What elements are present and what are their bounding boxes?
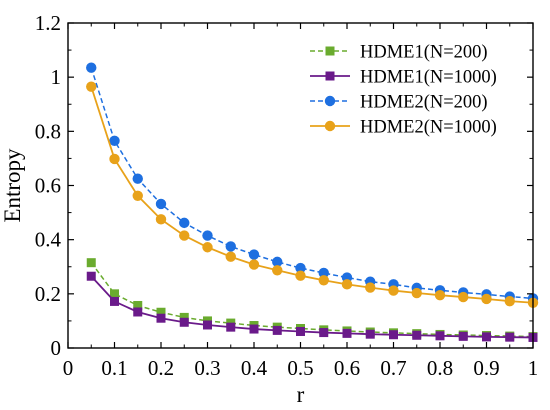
x-tick-label: 0.8 xyxy=(427,356,453,380)
x-tick-label: 0.5 xyxy=(287,356,313,380)
data-point xyxy=(179,312,189,322)
data-point xyxy=(295,270,306,281)
data-point xyxy=(341,279,353,290)
data-point xyxy=(365,329,375,339)
y-tick-label: 0.2 xyxy=(35,282,61,306)
data-point xyxy=(388,285,399,296)
y-tick-label: 0.6 xyxy=(35,174,61,198)
data-point xyxy=(434,289,446,301)
x-tick-label: 1 xyxy=(528,356,539,380)
x-tick-label: 0.9 xyxy=(473,356,499,380)
data-point xyxy=(179,230,190,241)
y-tick-label: 0.8 xyxy=(35,119,61,143)
x-tick-label: 0 xyxy=(63,356,74,380)
data-point xyxy=(202,242,213,253)
data-point xyxy=(272,256,283,268)
data-point xyxy=(133,300,143,310)
data-point xyxy=(504,295,515,307)
x-tick-label: 0.4 xyxy=(241,356,268,380)
data-point xyxy=(295,262,306,274)
series-4 xyxy=(86,81,539,308)
data-point xyxy=(365,282,376,293)
series-line xyxy=(90,275,534,339)
data-point xyxy=(319,328,329,338)
plot-area xyxy=(86,62,539,342)
data-point xyxy=(272,265,283,276)
data-point xyxy=(482,332,491,342)
data-point xyxy=(296,326,305,336)
legend-marker xyxy=(324,120,336,132)
x-axis-title: r xyxy=(297,382,305,407)
legend-label: HDME2(N=200) xyxy=(360,93,488,113)
data-point xyxy=(132,173,143,184)
data-point xyxy=(481,293,492,305)
data-point xyxy=(249,324,259,334)
legend-label: HDME1(N=1000) xyxy=(360,68,497,88)
data-point xyxy=(505,332,515,342)
data-point xyxy=(272,325,282,335)
data-point xyxy=(155,214,167,225)
legend-label: HDME2(N=1000) xyxy=(360,118,497,138)
data-point xyxy=(109,135,120,147)
x-tick-label: 0.6 xyxy=(334,356,360,380)
data-point xyxy=(318,275,329,286)
y-tick-label: 0.4 xyxy=(35,228,62,252)
data-point xyxy=(133,307,143,317)
legend-marker xyxy=(325,46,335,56)
x-tick-label: 0.2 xyxy=(148,356,174,380)
data-point xyxy=(109,153,120,165)
legend-marker xyxy=(325,71,335,81)
data-point xyxy=(411,287,422,299)
data-point xyxy=(226,322,236,332)
data-point xyxy=(86,62,97,73)
data-point xyxy=(225,241,236,252)
data-point xyxy=(225,251,236,262)
data-point xyxy=(86,258,96,268)
axes: 0 0.1 0.2 0.3 0.4 0.5 0.6 0.7 0.8 0.9 1 0 0.2 0.4 0.6 0… xyxy=(35,11,539,380)
x-tick-label: 0.1 xyxy=(101,356,127,380)
data-point xyxy=(156,313,166,323)
data-point xyxy=(132,190,143,201)
legend-item-1: HDME1(N=200) xyxy=(310,43,488,63)
x-tick-label: 0.7 xyxy=(380,356,406,380)
data-point xyxy=(203,320,212,330)
y-tick-label: 1.2 xyxy=(35,11,61,35)
data-point xyxy=(86,271,96,281)
legend: HDME1(N=200) HDME1(N=1000) HDME2(N=200) HDM… xyxy=(310,43,497,138)
data-point xyxy=(202,230,213,241)
legend-marker xyxy=(324,95,336,107)
data-point xyxy=(318,267,329,279)
legend-item-4: HDME2(N=1000) xyxy=(310,118,497,138)
data-point xyxy=(110,289,119,299)
data-point xyxy=(110,296,119,306)
data-point xyxy=(179,217,190,229)
x-tick-label: 0.3 xyxy=(194,356,220,380)
legend-item-2: HDME1(N=1000) xyxy=(310,68,497,88)
data-point xyxy=(156,307,166,317)
y-axis-title: Entropy xyxy=(0,148,25,223)
data-point xyxy=(248,249,260,260)
data-point xyxy=(389,330,398,340)
data-point xyxy=(435,331,445,341)
data-point xyxy=(412,330,422,340)
legend-item-3: HDME2(N=200) xyxy=(310,93,488,113)
data-point xyxy=(342,328,352,338)
data-point xyxy=(86,81,97,92)
data-point xyxy=(179,317,189,327)
data-point xyxy=(458,291,469,303)
y-tick-label: 1 xyxy=(51,65,62,89)
y-tick-label: 0 xyxy=(51,336,62,360)
legend-label: HDME1(N=200) xyxy=(360,43,488,63)
data-point xyxy=(458,331,468,341)
data-point xyxy=(248,259,260,270)
series-2 xyxy=(86,271,538,342)
data-point xyxy=(155,198,167,210)
